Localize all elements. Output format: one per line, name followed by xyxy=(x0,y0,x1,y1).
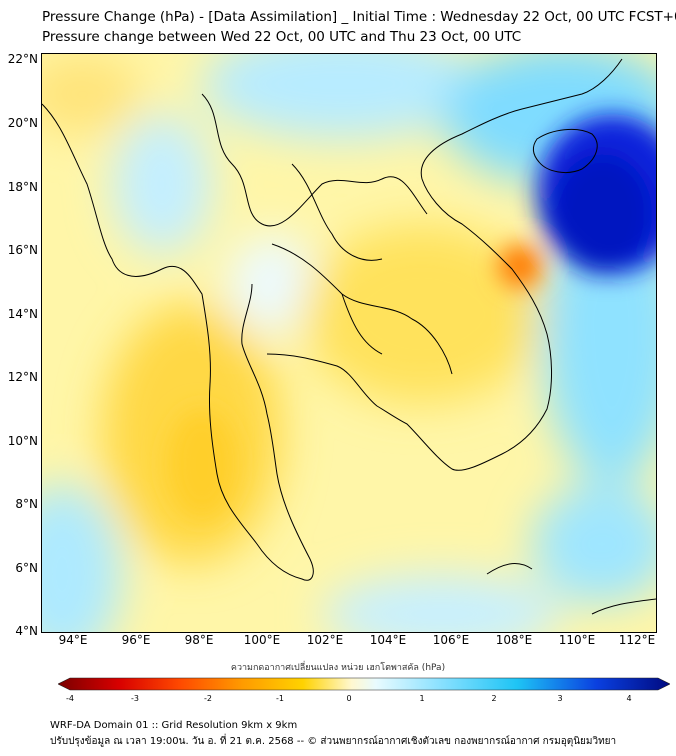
colorbar-title: ความกดอากาศเปลี่ยนแปลง หน่วย เฮกโตพาสคัล… xyxy=(230,663,446,673)
positive-field-south xyxy=(322,574,562,632)
colorbar xyxy=(57,676,671,692)
lon-label-100: 100°E xyxy=(243,633,281,647)
pressure-change-map xyxy=(41,53,657,633)
colorbar-tick-4: 4 xyxy=(626,694,632,703)
colorbar-tick-1: 1 xyxy=(419,694,425,703)
footer-model-info: WRF-DA Domain 01 :: Grid Resolution 9km … xyxy=(50,720,298,731)
lon-label-110: 110°E xyxy=(558,633,596,647)
lat-label-20: 20°N xyxy=(7,116,38,130)
lat-label-8: 8°N xyxy=(15,497,38,511)
lat-label-16: 16°N xyxy=(7,243,38,257)
negative-field-central xyxy=(302,224,542,404)
lon-label-112: 112°E xyxy=(618,633,656,647)
colorbar-graphic xyxy=(57,677,671,691)
negative-field-northwest-corner xyxy=(42,54,142,134)
lon-label-94: 94°E xyxy=(58,633,88,647)
strong-negative-core xyxy=(498,244,542,288)
positive-field-north xyxy=(202,54,482,139)
lat-label-10: 10°N xyxy=(7,434,38,448)
negative-field-southern-peninsula xyxy=(167,409,237,519)
lat-label-12: 12°N xyxy=(7,370,38,384)
coastlines xyxy=(42,58,656,615)
lat-label-6: 6°N xyxy=(15,561,38,575)
colorbar-tick-2: 2 xyxy=(491,694,497,703)
colorbar-tick-neg3: -3 xyxy=(131,694,139,703)
map-canvas xyxy=(42,54,656,632)
lat-label-14: 14°N xyxy=(7,307,38,321)
lat-label-4: 4°N xyxy=(15,624,38,638)
coastline-indochina xyxy=(266,58,623,471)
lat-label-18: 18°N xyxy=(7,180,38,194)
colorbar-tick-neg2: -2 xyxy=(204,694,212,703)
colorbar-fill xyxy=(57,677,671,691)
colorbar-tick-neg4: -4 xyxy=(66,694,74,703)
positive-field-west-central xyxy=(227,234,317,334)
strong-positive-halo xyxy=(552,154,652,274)
lon-label-106: 106°E xyxy=(432,633,470,647)
positive-field-northwest xyxy=(112,114,212,254)
footer-credit: ปรับปรุงข้อมูล ณ เวลา 19:00น. วัน อ. ที่… xyxy=(50,736,617,747)
positive-field-south-west xyxy=(42,484,122,632)
positive-field-southeast xyxy=(532,484,656,604)
chart-subtitle: Pressure change between Wed 22 Oct, 00 U… xyxy=(42,29,522,45)
lat-label-22: 22°N xyxy=(7,52,38,66)
lon-label-104: 104°E xyxy=(369,633,407,647)
colorbar-tick-3: 3 xyxy=(557,694,563,703)
borders-internal xyxy=(201,93,453,375)
lon-label-96: 96°E xyxy=(121,633,151,647)
lon-label-98: 98°E xyxy=(184,633,214,647)
chart-title: Pressure Change (hPa) - [Data Assimilati… xyxy=(42,9,676,25)
colorbar-tick-0: 0 xyxy=(346,694,352,703)
coastline-hainan xyxy=(533,128,598,173)
coastline-myanmar xyxy=(42,103,314,581)
colorbar-tick-neg1: -1 xyxy=(276,694,284,703)
coastline-south-islands xyxy=(486,563,656,615)
lon-label-108: 108°E xyxy=(495,633,533,647)
lon-label-102: 102°E xyxy=(306,633,344,647)
